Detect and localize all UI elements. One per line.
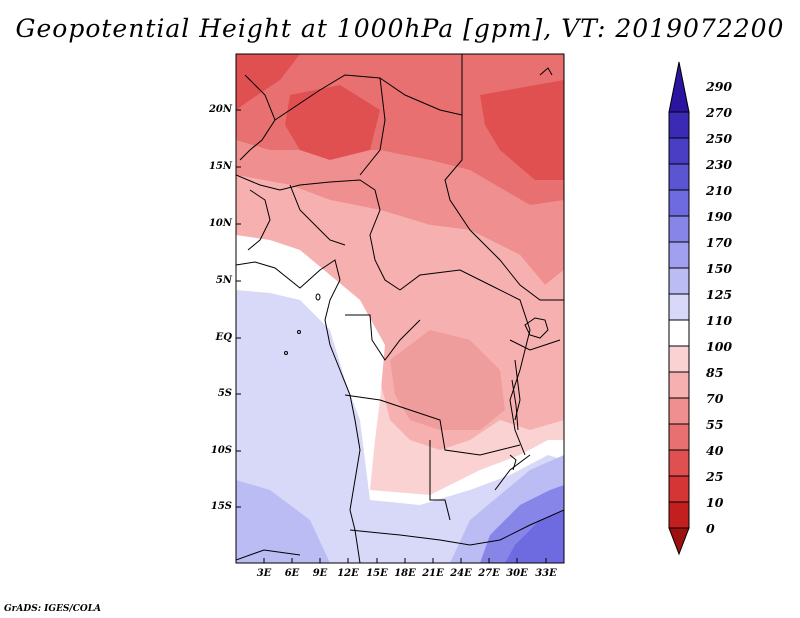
lat-label: 10N (208, 218, 232, 229)
colorbar-swatch (668, 241, 690, 269)
colorbar-label: 100 (706, 339, 733, 354)
lon-label: 12E (337, 568, 359, 579)
lat-label: 5S (217, 388, 232, 399)
colorbar-label: 10 (706, 495, 724, 510)
colorbar-swatch (668, 475, 690, 503)
lon-label: 9E (312, 568, 328, 579)
lakes-islands (284, 67, 553, 471)
colorbar (668, 61, 690, 556)
colorbar-label: 250 (706, 131, 733, 146)
lon-label: 30E (506, 568, 528, 579)
lon-label: 6E (284, 568, 300, 579)
lat-label: 10S (210, 445, 232, 456)
colorbar-swatch (668, 137, 690, 165)
colorbar-label: 290 (706, 79, 733, 94)
colorbar-label: 70 (706, 391, 724, 406)
lon-label: 21E (422, 568, 444, 579)
lon-label: 15E (366, 568, 388, 579)
lat-ticks (236, 109, 241, 508)
colorbar-swatch (668, 111, 690, 139)
colorbar-label: 85 (706, 365, 724, 380)
colorbar-swatch (668, 501, 690, 529)
colorbar-swatch (668, 423, 690, 451)
colorbar-swatch (668, 397, 690, 425)
colorbar-label: 25 (706, 469, 724, 484)
lat-label: 15S (210, 501, 232, 512)
colorbar-label: 125 (706, 287, 733, 302)
colorbar-swatch (668, 293, 690, 321)
colorbar-label: 55 (706, 417, 724, 432)
height-field (236, 54, 564, 563)
lon-ticks (263, 558, 547, 563)
country-borders (236, 54, 564, 563)
lon-label: 27E (478, 568, 500, 579)
lon-label: 33E (535, 568, 557, 579)
colorbar-swatch (668, 215, 690, 243)
lat-label: 15N (208, 161, 232, 172)
colorbar-label: 270 (706, 105, 733, 120)
map-frame (235, 53, 565, 564)
colorbar-label: 0 (706, 521, 715, 536)
colorbar-swatch (668, 319, 690, 347)
lon-label: 3E (256, 568, 272, 579)
colorbar-label: 190 (706, 209, 733, 224)
lon-label: 24E (450, 568, 472, 579)
colorbar-swatch (668, 189, 690, 217)
lat-label: EQ (215, 332, 232, 343)
lat-label: 20N (208, 104, 232, 115)
colorbar-label: 40 (706, 443, 724, 458)
colorbar-swatch (668, 371, 690, 399)
colorbar-swatch (668, 61, 690, 113)
colorbar-swatch (668, 527, 690, 556)
lon-label: 18E (394, 568, 416, 579)
colorbar-swatch (668, 163, 690, 191)
colorbar-swatch (668, 267, 690, 295)
lat-label: 5N (215, 275, 232, 286)
colorbar-swatch (668, 449, 690, 477)
colorbar-label: 150 (706, 261, 733, 276)
colorbar-label: 110 (706, 313, 733, 328)
credit-text: GrADS: IGES/COLA (4, 604, 102, 614)
colorbar-swatch (668, 345, 690, 373)
colorbar-label: 210 (706, 183, 733, 198)
colorbar-label: 170 (706, 235, 733, 250)
chart-title: Geopotential Height at 1000hPa [gpm], VT… (15, 14, 785, 43)
colorbar-label: 230 (706, 157, 733, 172)
